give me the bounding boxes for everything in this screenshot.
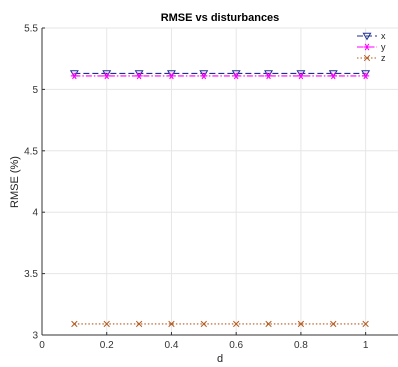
data-point-y-stroke <box>330 72 336 80</box>
plot-background <box>42 28 398 335</box>
data-point-y <box>264 72 273 80</box>
data-point-z <box>233 320 240 328</box>
x-tick-label: 0 <box>39 340 45 351</box>
y-tick-label: 3.5 <box>24 269 38 280</box>
legend-label: y <box>381 42 386 52</box>
data-point-y <box>167 72 176 80</box>
data-point-y <box>103 72 111 80</box>
legend-item-z: z <box>357 53 386 63</box>
data-point-y <box>232 72 240 80</box>
legend-marker-z <box>363 54 371 62</box>
data-point-y-stroke <box>169 72 174 80</box>
data-point-y-stroke <box>201 72 207 80</box>
data-point-z-stroke <box>200 320 207 328</box>
data-point-y-stroke <box>266 72 271 80</box>
data-point-z-stroke <box>265 320 272 328</box>
data-point-z-stroke <box>71 320 78 328</box>
x-tick-label: 0.2 <box>100 340 114 351</box>
data-point-z-stroke <box>233 320 240 328</box>
data-point-z <box>168 320 175 328</box>
data-point-z-stroke <box>330 320 337 328</box>
x-tick-label: 0.4 <box>165 340 179 351</box>
data-point-z <box>135 320 143 328</box>
legend-marker-z-stroke <box>363 54 371 62</box>
y-tick-label: 3 <box>32 331 38 342</box>
data-point-z-stroke <box>103 320 110 328</box>
data-point-y-stroke <box>363 72 368 80</box>
chart-title: RMSE vs disturbances <box>161 12 280 24</box>
x-tick-label: 1 <box>363 340 369 351</box>
data-point-y-stroke <box>298 72 304 80</box>
y-tick-label: 4.5 <box>24 146 38 157</box>
series-y <box>70 72 370 80</box>
y-tick-label: 5.5 <box>24 24 38 35</box>
x-axis-label: d <box>217 353 223 365</box>
data-point-z-stroke <box>362 320 369 328</box>
data-point-y-stroke <box>72 72 77 80</box>
x-tick-label: 0.6 <box>229 340 243 351</box>
data-point-y <box>297 72 305 80</box>
data-point-y <box>362 72 370 80</box>
legend-item-x: x <box>357 31 386 41</box>
series-z <box>71 320 369 328</box>
data-point-z <box>200 320 207 328</box>
data-point-z <box>330 320 337 328</box>
data-point-y-stroke <box>233 72 239 80</box>
legend-label: z <box>381 53 386 63</box>
data-point-z <box>265 320 272 328</box>
data-point-z <box>103 320 110 328</box>
legend-marker-y <box>363 43 371 51</box>
y-tick-label: 5 <box>32 85 38 96</box>
data-point-y <box>200 72 208 80</box>
legend-item-y: y <box>357 42 386 52</box>
x-tick-label: 0.8 <box>294 340 308 351</box>
plot-area: 0 0.2 0.4 0.6 0.8 1 3 3.5 4 4.5 5 5.5 xyz <box>24 24 398 351</box>
legend: xyz <box>357 31 386 63</box>
legend-label: x <box>381 31 386 41</box>
data-point-z <box>297 320 305 328</box>
data-point-z-stroke <box>168 320 175 328</box>
data-point-y-stroke <box>104 72 110 80</box>
data-point-y-stroke <box>136 72 142 80</box>
y-tick-label: 4 <box>32 208 38 219</box>
data-point-y <box>329 72 337 80</box>
data-point-y <box>135 72 143 80</box>
y-axis-label: RMSE (%) <box>9 156 21 208</box>
data-point-z-stroke <box>135 320 143 328</box>
data-point-z-stroke <box>297 320 305 328</box>
legend-marker-y-stroke <box>364 43 370 51</box>
data-point-y <box>70 72 78 80</box>
data-point-z <box>362 320 369 328</box>
legend-marker-x <box>362 32 372 41</box>
data-point-z <box>71 320 78 328</box>
